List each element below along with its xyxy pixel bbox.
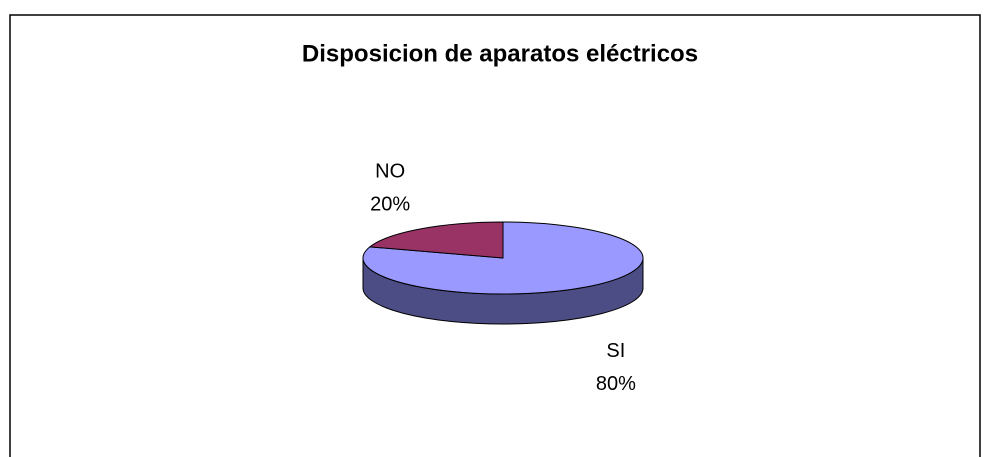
slice-category-label: NO — [375, 161, 405, 183]
pie-slice — [368, 221, 504, 259]
chart-title: Disposicion de aparatos eléctricos — [302, 40, 698, 67]
slice-category-label: SI — [606, 340, 625, 362]
slice-value-label: 80% — [596, 373, 636, 395]
slice-value-label: 20% — [370, 194, 410, 216]
